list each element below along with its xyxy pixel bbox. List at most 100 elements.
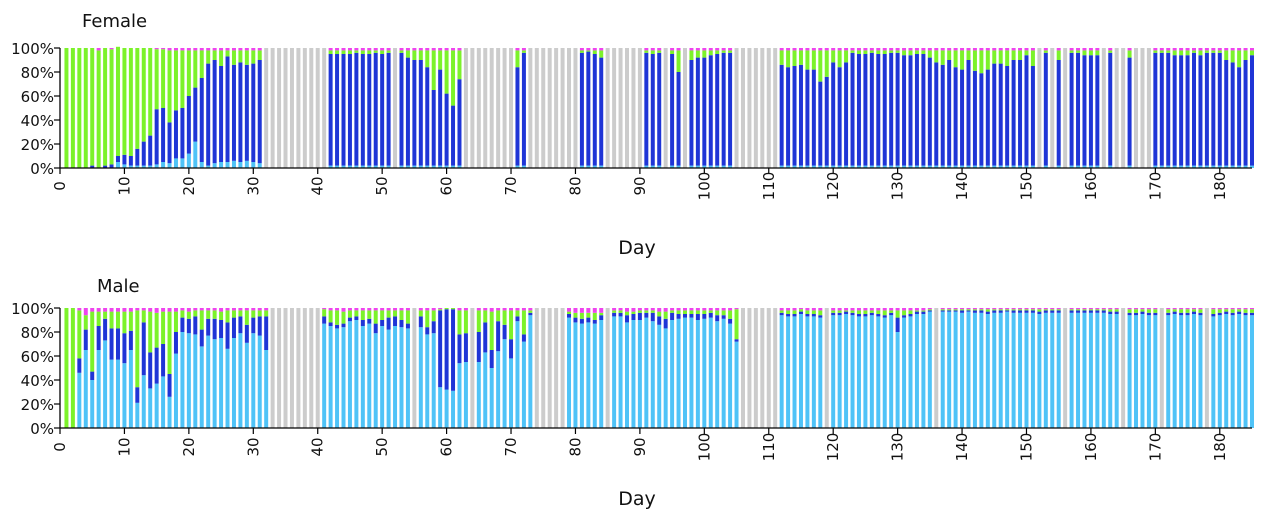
bar-segment-series-3 xyxy=(431,48,436,51)
bar-segment-series-0 xyxy=(1088,312,1093,428)
bar-segment-series-2 xyxy=(528,310,533,313)
bar-segment-series-1 xyxy=(367,318,372,324)
gap-bar xyxy=(283,308,288,428)
bar-segment-series-2 xyxy=(650,310,655,313)
bar-segment-series-1 xyxy=(818,315,823,318)
bar-segment-series-1 xyxy=(109,164,114,168)
bar-segment-series-0 xyxy=(721,318,726,428)
bar-segment-series-2 xyxy=(380,310,385,320)
gap-bar xyxy=(766,48,771,168)
bar-segment-series-0 xyxy=(676,165,681,168)
bar-segment-series-0 xyxy=(728,323,733,428)
bar-segment-series-3 xyxy=(412,48,417,51)
bar-segment-series-0 xyxy=(154,164,159,168)
bar-segment-series-2 xyxy=(869,310,874,313)
bar-segment-series-0 xyxy=(502,339,507,428)
bar-segment-series-1 xyxy=(863,314,868,317)
bar-segment-series-1 xyxy=(128,330,133,350)
bar-segment-series-1 xyxy=(811,69,816,166)
bar-segment-series-2 xyxy=(599,312,604,316)
bar-segment-series-1 xyxy=(251,317,256,334)
bar-segment-series-3 xyxy=(631,308,636,312)
gap-bar xyxy=(554,48,559,168)
bar-segment-series-1 xyxy=(1082,310,1087,313)
bar-segment-series-0 xyxy=(457,363,462,428)
bar-segment-series-3 xyxy=(1153,308,1158,310)
bar-segment-series-0 xyxy=(251,333,256,428)
bar-segment-series-1 xyxy=(728,52,733,166)
bar-segment-series-3 xyxy=(1237,308,1242,310)
bar-segment-series-3 xyxy=(451,48,456,51)
bar-segment-series-1 xyxy=(567,314,572,318)
bar-segment-series-3 xyxy=(708,48,713,51)
bar-segment-series-2 xyxy=(431,50,436,90)
bar-segment-series-3 xyxy=(380,48,385,51)
bar-segment-series-2 xyxy=(186,50,191,96)
bar-segment-series-3 xyxy=(90,308,95,312)
bar-segment-series-2 xyxy=(947,50,952,60)
bar-segment-series-2 xyxy=(405,310,410,324)
bar-segment-series-2 xyxy=(360,50,365,54)
bar-segment-series-0 xyxy=(567,317,572,428)
bar-segment-series-0 xyxy=(96,350,101,428)
gap-bar xyxy=(476,48,481,168)
bar-segment-series-3 xyxy=(599,48,604,51)
gap-bar xyxy=(605,48,610,168)
bar-segment-series-1 xyxy=(122,154,127,165)
bar-segment-series-1 xyxy=(824,76,829,166)
bar-segment-series-0 xyxy=(895,165,900,168)
bar-segment-series-1 xyxy=(837,67,842,166)
bar-segment-series-0 xyxy=(1082,165,1087,168)
bar-segment-series-2 xyxy=(567,311,572,314)
bar-segment-series-1 xyxy=(837,312,842,316)
y-tick-label: 60% xyxy=(21,348,54,366)
bar-segment-series-1 xyxy=(1211,314,1216,317)
bar-segment-series-2 xyxy=(831,50,836,63)
bar-segment-series-2 xyxy=(676,310,681,314)
bar-segment-series-2 xyxy=(1224,50,1229,60)
x-tick-label: 170 xyxy=(1146,433,1164,462)
bar-segment-series-3 xyxy=(985,48,990,51)
bar-segment-series-0 xyxy=(631,320,636,428)
x-tick-label: 10 xyxy=(115,437,133,456)
bar-segment-series-1 xyxy=(1217,312,1222,316)
bar-segment-series-2 xyxy=(438,50,443,70)
bar-segment-series-2 xyxy=(173,311,178,332)
bar-segment-series-3 xyxy=(850,48,855,51)
bar-segment-series-2 xyxy=(231,50,236,65)
x-tick-label: 90 xyxy=(631,437,649,456)
bar-segment-series-1 xyxy=(1127,57,1132,166)
bar-segment-series-3 xyxy=(715,48,720,51)
bar-segment-series-1 xyxy=(895,317,900,332)
bar-segment-series-3 xyxy=(1159,48,1164,51)
gap-bar xyxy=(573,48,578,168)
bar-segment-series-2 xyxy=(579,312,584,319)
bar-segment-series-0 xyxy=(173,353,178,428)
bar-segment-series-1 xyxy=(103,165,108,168)
bar-segment-series-1 xyxy=(103,318,108,341)
bar-segment-series-0 xyxy=(934,165,939,168)
gap-bar xyxy=(322,48,327,168)
bar-segment-series-3 xyxy=(173,308,178,312)
bar-segment-series-1 xyxy=(844,311,849,314)
bar-segment-series-2 xyxy=(940,50,945,65)
bar-segment-series-1 xyxy=(489,350,494,368)
bar-segment-series-0 xyxy=(876,316,881,428)
gap-bar xyxy=(296,48,301,168)
bar-segment-series-1 xyxy=(579,52,584,166)
x-tick-label: 120 xyxy=(824,433,842,462)
bar-segment-series-3 xyxy=(657,308,662,312)
bar-segment-series-1 xyxy=(1056,310,1061,313)
bar-segment-series-2 xyxy=(586,50,591,52)
bar-segment-series-1 xyxy=(1185,312,1190,316)
bar-segment-series-2 xyxy=(818,50,823,82)
bar-segment-series-1 xyxy=(1024,55,1029,166)
bar-segment-series-3 xyxy=(1114,308,1119,310)
bar-segment-series-3 xyxy=(1198,48,1203,51)
bar-segment-series-0 xyxy=(1011,165,1016,168)
bar-segment-series-1 xyxy=(953,310,958,312)
bar-segment-series-1 xyxy=(135,387,140,403)
bar-segment-series-0 xyxy=(509,358,514,428)
bar-segment-series-1 xyxy=(721,315,726,319)
bar-segment-series-3 xyxy=(708,308,713,311)
